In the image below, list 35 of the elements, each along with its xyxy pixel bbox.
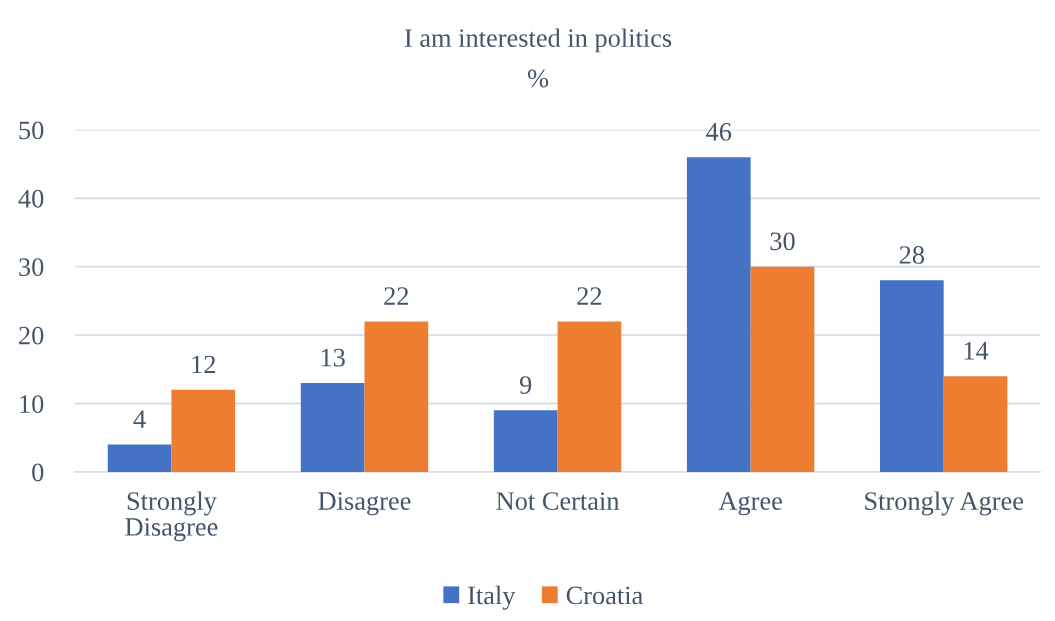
x-tick-label: Strongly Disagree bbox=[125, 491, 218, 542]
y-tick-label: 40 bbox=[18, 189, 44, 208]
data-label: 12 bbox=[192, 355, 216, 374]
bar bbox=[300, 383, 365, 472]
data-label: 13 bbox=[321, 348, 345, 367]
bar bbox=[879, 280, 944, 472]
data-label: 4 bbox=[133, 410, 146, 428]
bar bbox=[364, 321, 429, 472]
chart-subtitle: % bbox=[527, 69, 549, 88]
x-tick-label: Agree bbox=[718, 492, 782, 516]
y-tick-label: 50 bbox=[19, 121, 44, 140]
data-label: 28 bbox=[899, 246, 925, 264]
legend-label: Italy bbox=[468, 585, 516, 610]
bar bbox=[557, 321, 622, 472]
data-label: 22 bbox=[384, 287, 409, 305]
bar bbox=[943, 376, 1008, 472]
y-tick-label: 0 bbox=[32, 463, 44, 482]
data-label: 30 bbox=[770, 232, 795, 251]
x-tick-label: Strongly Agree bbox=[865, 491, 1024, 516]
bar bbox=[493, 410, 558, 472]
bar bbox=[750, 266, 815, 472]
bar bbox=[171, 389, 236, 472]
x-tick-label: Disagree bbox=[318, 492, 411, 516]
data-label: 9 bbox=[519, 376, 532, 394]
data-label: 46 bbox=[706, 122, 732, 141]
bar bbox=[686, 157, 751, 472]
chart-title: I am interested in politics bbox=[404, 28, 672, 53]
x-tick-label: Not Certain bbox=[496, 492, 620, 510]
data-label: 22 bbox=[577, 287, 602, 305]
legend-label: Croatia bbox=[566, 586, 643, 605]
y-tick-label: 10 bbox=[20, 395, 44, 413]
data-label: 14 bbox=[964, 342, 989, 360]
y-tick-label: 20 bbox=[19, 326, 44, 345]
bar bbox=[107, 444, 172, 472]
y-tick-label: 30 bbox=[19, 258, 44, 277]
